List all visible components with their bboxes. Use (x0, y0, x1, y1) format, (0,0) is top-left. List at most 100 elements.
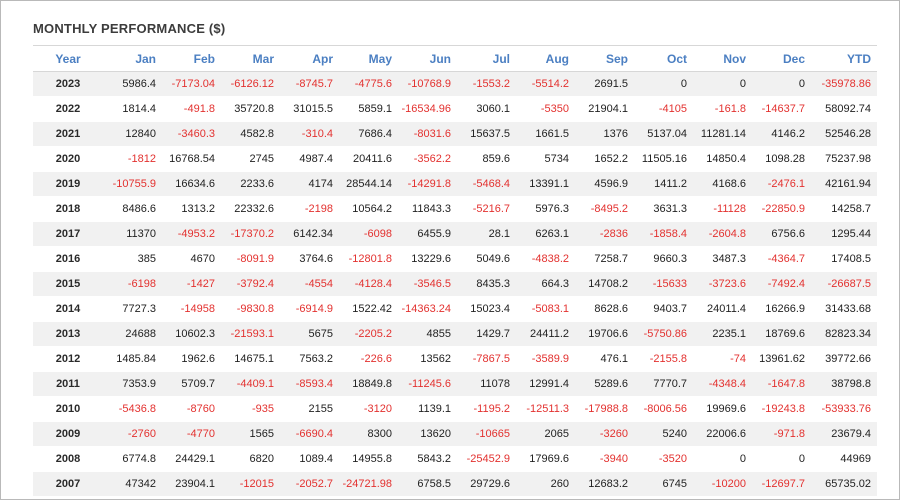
month-value-cell: 1814.4 (103, 96, 162, 122)
month-value-cell: 0 (752, 446, 811, 472)
table-row: 2011 7353.9 5709.7 -4409.1 -8593.4 18849.8 -11… (33, 371, 877, 397)
month-value-cell: -161.8 (693, 96, 752, 122)
month-value-cell: 5240 (634, 421, 693, 447)
ytd-cell: 23679.4 (811, 421, 877, 447)
month-value-cell: 5859.1 (339, 96, 398, 122)
month-value-cell: 8300 (339, 421, 398, 447)
month-value-cell: -3460.3 (162, 121, 221, 147)
month-value-cell: -8495.2 (575, 196, 634, 222)
ytd-cell: 31433.68 (811, 296, 877, 322)
month-value-cell: -3520 (634, 446, 693, 472)
column-header-year[interactable]: Year (33, 45, 103, 72)
ytd-cell: 42161.94 (811, 171, 877, 197)
table-body: 2023 5986.4 -7173.04 -6126.12 -8745.7 -4775.6… (33, 71, 877, 497)
month-value-cell: 664.3 (516, 271, 575, 297)
panel-title: MONTHLY PERFORMANCE ($) (33, 21, 226, 36)
month-value-cell: 1652.2 (575, 146, 634, 172)
month-value-cell: -14363.24 (398, 296, 457, 322)
month-value-cell: -5468.4 (457, 171, 516, 197)
column-header-jan[interactable]: Jan (103, 45, 162, 72)
month-value-cell: 12991.4 (516, 371, 575, 397)
year-cell: 2016 (33, 246, 103, 272)
month-value-cell: -6690.4 (280, 421, 339, 447)
month-value-cell: 21904.1 (575, 96, 634, 122)
month-value-cell: 24011.4 (693, 296, 752, 322)
column-header-may[interactable]: May (339, 45, 398, 72)
column-header-feb[interactable]: Feb (162, 45, 221, 72)
month-value-cell: 24688 (103, 321, 162, 347)
month-value-cell: 6758.5 (398, 471, 457, 497)
month-value-cell: 13562 (398, 346, 457, 372)
month-value-cell: -1195.2 (457, 396, 516, 422)
month-value-cell: 11078 (457, 371, 516, 397)
month-value-cell: 1661.5 (516, 121, 575, 147)
month-value-cell: 14708.2 (575, 271, 634, 297)
month-value-cell: -6098 (339, 221, 398, 247)
month-value-cell: 10564.2 (339, 196, 398, 222)
month-value-cell: 3631.3 (634, 196, 693, 222)
month-value-cell: 7353.9 (103, 371, 162, 397)
month-value-cell: -1812 (103, 146, 162, 172)
column-header-jul[interactable]: Jul (457, 45, 516, 72)
month-value-cell: -4105 (634, 96, 693, 122)
month-value-cell: 3487.3 (693, 246, 752, 272)
year-cell: 2021 (33, 121, 103, 147)
month-value-cell: 12683.2 (575, 471, 634, 497)
month-value-cell: -6126.12 (221, 71, 280, 97)
ytd-cell: 39772.66 (811, 346, 877, 372)
ytd-cell: 82823.34 (811, 321, 877, 347)
column-header-nov[interactable]: Nov (693, 45, 752, 72)
month-value-cell: 9403.7 (634, 296, 693, 322)
month-value-cell: -10755.9 (103, 171, 162, 197)
month-value-cell: 35720.8 (221, 96, 280, 122)
month-value-cell: 1962.6 (162, 346, 221, 372)
year-cell: 2011 (33, 371, 103, 397)
column-header-oct[interactable]: Oct (634, 45, 693, 72)
column-header-dec[interactable]: Dec (752, 45, 811, 72)
column-header-aug[interactable]: Aug (516, 45, 575, 72)
column-header-jun[interactable]: Jun (398, 45, 457, 72)
month-value-cell: 11370 (103, 221, 162, 247)
month-value-cell: -3723.6 (693, 271, 752, 297)
month-value-cell: 10602.3 (162, 321, 221, 347)
table-row: 2007 47342 23904.1 -12015 -2052.7 -24721.98 67… (33, 471, 877, 497)
month-value-cell: 23904.1 (162, 471, 221, 497)
month-value-cell: 3764.6 (280, 246, 339, 272)
month-value-cell: -4953.2 (162, 221, 221, 247)
year-cell: 2008 (33, 446, 103, 472)
month-value-cell: -4838.2 (516, 246, 575, 272)
month-value-cell: 22006.6 (693, 421, 752, 447)
month-value-cell: -7173.04 (162, 71, 221, 97)
month-value-cell: -21593.1 (221, 321, 280, 347)
month-value-cell: -2155.8 (634, 346, 693, 372)
month-value-cell: -8006.56 (634, 396, 693, 422)
month-value-cell: -2476.1 (752, 171, 811, 197)
column-header-sep[interactable]: Sep (575, 45, 634, 72)
month-value-cell: -4348.4 (693, 371, 752, 397)
month-value-cell: -22850.9 (752, 196, 811, 222)
month-value-cell: 476.1 (575, 346, 634, 372)
month-value-cell: 4596.9 (575, 171, 634, 197)
column-header-apr[interactable]: Apr (280, 45, 339, 72)
month-value-cell: -310.4 (280, 121, 339, 147)
month-value-cell: -10768.9 (398, 71, 457, 97)
ytd-cell: -53933.76 (811, 396, 877, 422)
month-value-cell: -8760 (162, 396, 221, 422)
month-value-cell: 24411.2 (516, 321, 575, 347)
month-value-cell: 15023.4 (457, 296, 516, 322)
month-value-cell: 0 (634, 71, 693, 97)
month-value-cell: 29729.6 (457, 471, 516, 497)
month-value-cell: -5750.86 (634, 321, 693, 347)
ytd-cell: 75237.98 (811, 146, 877, 172)
table-row: 2020 -1812 16768.54 2745 4987.4 20411.6 -3562.… (33, 146, 877, 172)
month-value-cell: 5734 (516, 146, 575, 172)
month-value-cell: 3060.1 (457, 96, 516, 122)
table-row: 2017 11370 -4953.2 -17370.2 6142.34 -6098 6455… (33, 221, 877, 247)
column-header-mar[interactable]: Mar (221, 45, 280, 72)
month-value-cell: 8435.3 (457, 271, 516, 297)
ytd-cell: 14258.7 (811, 196, 877, 222)
column-header-ytd[interactable]: YTD (811, 45, 877, 72)
month-value-cell: -3589.9 (516, 346, 575, 372)
year-cell: 2018 (33, 196, 103, 222)
table-header-row: Year Jan Feb Mar Apr May Jun Jul Aug Sep Oct Nov Dec… (33, 45, 877, 72)
